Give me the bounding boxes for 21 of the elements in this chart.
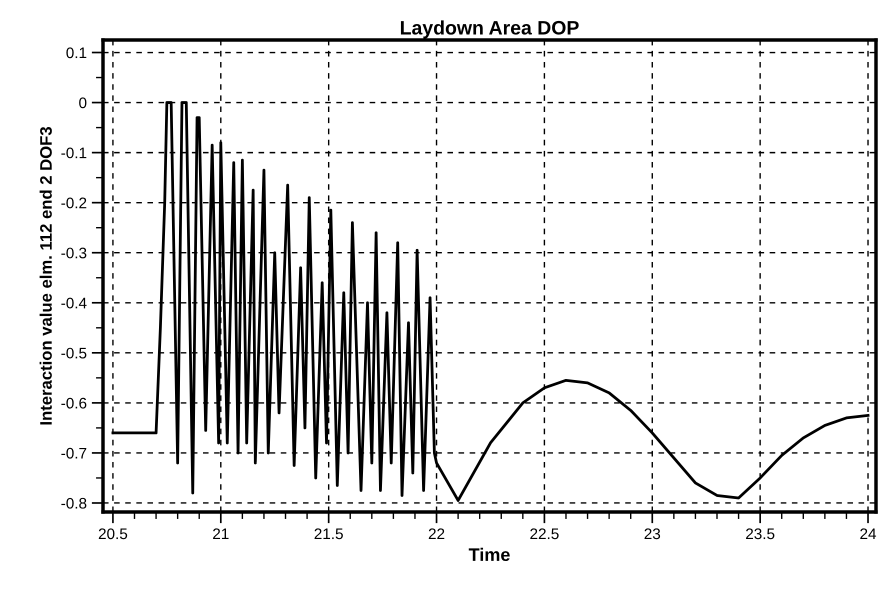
y-tick-label: -0.6 [61,398,86,409]
x-tick-label: 21.5 [314,528,343,540]
y-tick-label: -0.1 [61,147,86,158]
x-tick-label: 23.5 [746,528,774,540]
y-tick-label: -0.8 [61,498,86,509]
x-tick-label: 20.5 [98,528,128,540]
x-tick-label: 23 [644,528,660,540]
x-tick-label: 22.5 [530,528,559,540]
y-tick-label: -0.3 [61,248,86,258]
y-tick-label: 0.1 [66,47,86,58]
x-tick-label: 21 [213,528,229,540]
y-tick-label: 0 [79,97,86,108]
x-tick-label: 22 [428,528,444,540]
x-axis-title: Time [468,548,510,562]
y-axis-title: Interaction value elm. 112 end 2 DOF3 [40,126,52,424]
y-tick-label: -0.2 [61,198,86,208]
chart-title: Laydown Area DOP [400,20,579,38]
y-tick-label: -0.4 [61,298,87,308]
y-tick-label: -0.5 [61,348,86,359]
x-tick-label: 24 [860,528,876,540]
y-tick-label: -0.7 [61,448,86,459]
